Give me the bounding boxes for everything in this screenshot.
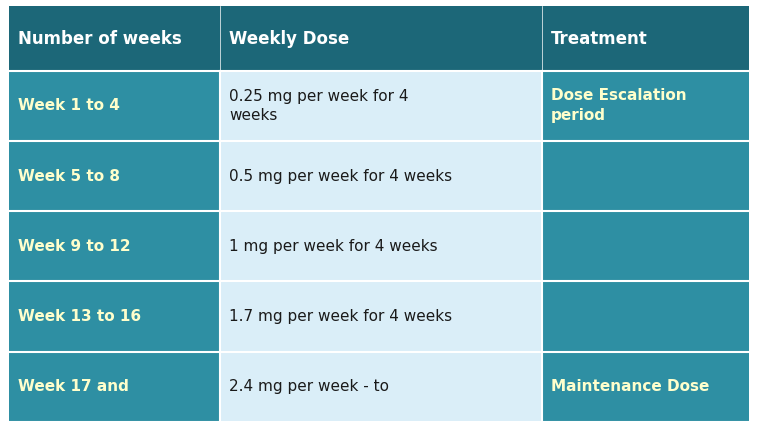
Bar: [220, 351, 542, 422]
Bar: [542, 141, 749, 211]
Bar: [542, 6, 749, 71]
Bar: [9, 281, 220, 351]
Text: Week 9 to 12: Week 9 to 12: [18, 239, 131, 254]
Bar: [9, 351, 220, 422]
Bar: [220, 281, 542, 351]
Text: Week 13 to 16: Week 13 to 16: [18, 309, 141, 324]
Text: Weekly Dose: Weekly Dose: [229, 29, 349, 48]
Text: Number of weeks: Number of weeks: [18, 29, 182, 48]
Bar: [220, 6, 542, 71]
Bar: [9, 71, 220, 141]
Text: Dose Escalation
period: Dose Escalation period: [551, 89, 687, 123]
Text: 0.25 mg per week for 4
weeks: 0.25 mg per week for 4 weeks: [229, 89, 409, 123]
Bar: [220, 141, 542, 211]
Bar: [542, 351, 749, 422]
Text: Week 1 to 4: Week 1 to 4: [18, 98, 120, 113]
Text: 1 mg per week for 4 weeks: 1 mg per week for 4 weeks: [229, 239, 437, 254]
Bar: [220, 71, 542, 141]
Text: 0.5 mg per week for 4 weeks: 0.5 mg per week for 4 weeks: [229, 169, 453, 184]
Bar: [9, 211, 220, 281]
Bar: [220, 211, 542, 281]
Text: Week 5 to 8: Week 5 to 8: [18, 169, 121, 184]
Bar: [9, 141, 220, 211]
Text: Maintenance Dose: Maintenance Dose: [551, 379, 709, 394]
Text: 1.7 mg per week for 4 weeks: 1.7 mg per week for 4 weeks: [229, 309, 453, 324]
Bar: [542, 211, 749, 281]
Text: 2.4 mg per week - to: 2.4 mg per week - to: [229, 379, 389, 394]
Text: Treatment: Treatment: [551, 29, 647, 48]
Text: Week 17 and: Week 17 and: [18, 379, 129, 394]
Bar: [9, 6, 220, 71]
Bar: [542, 71, 749, 141]
Bar: [542, 281, 749, 351]
